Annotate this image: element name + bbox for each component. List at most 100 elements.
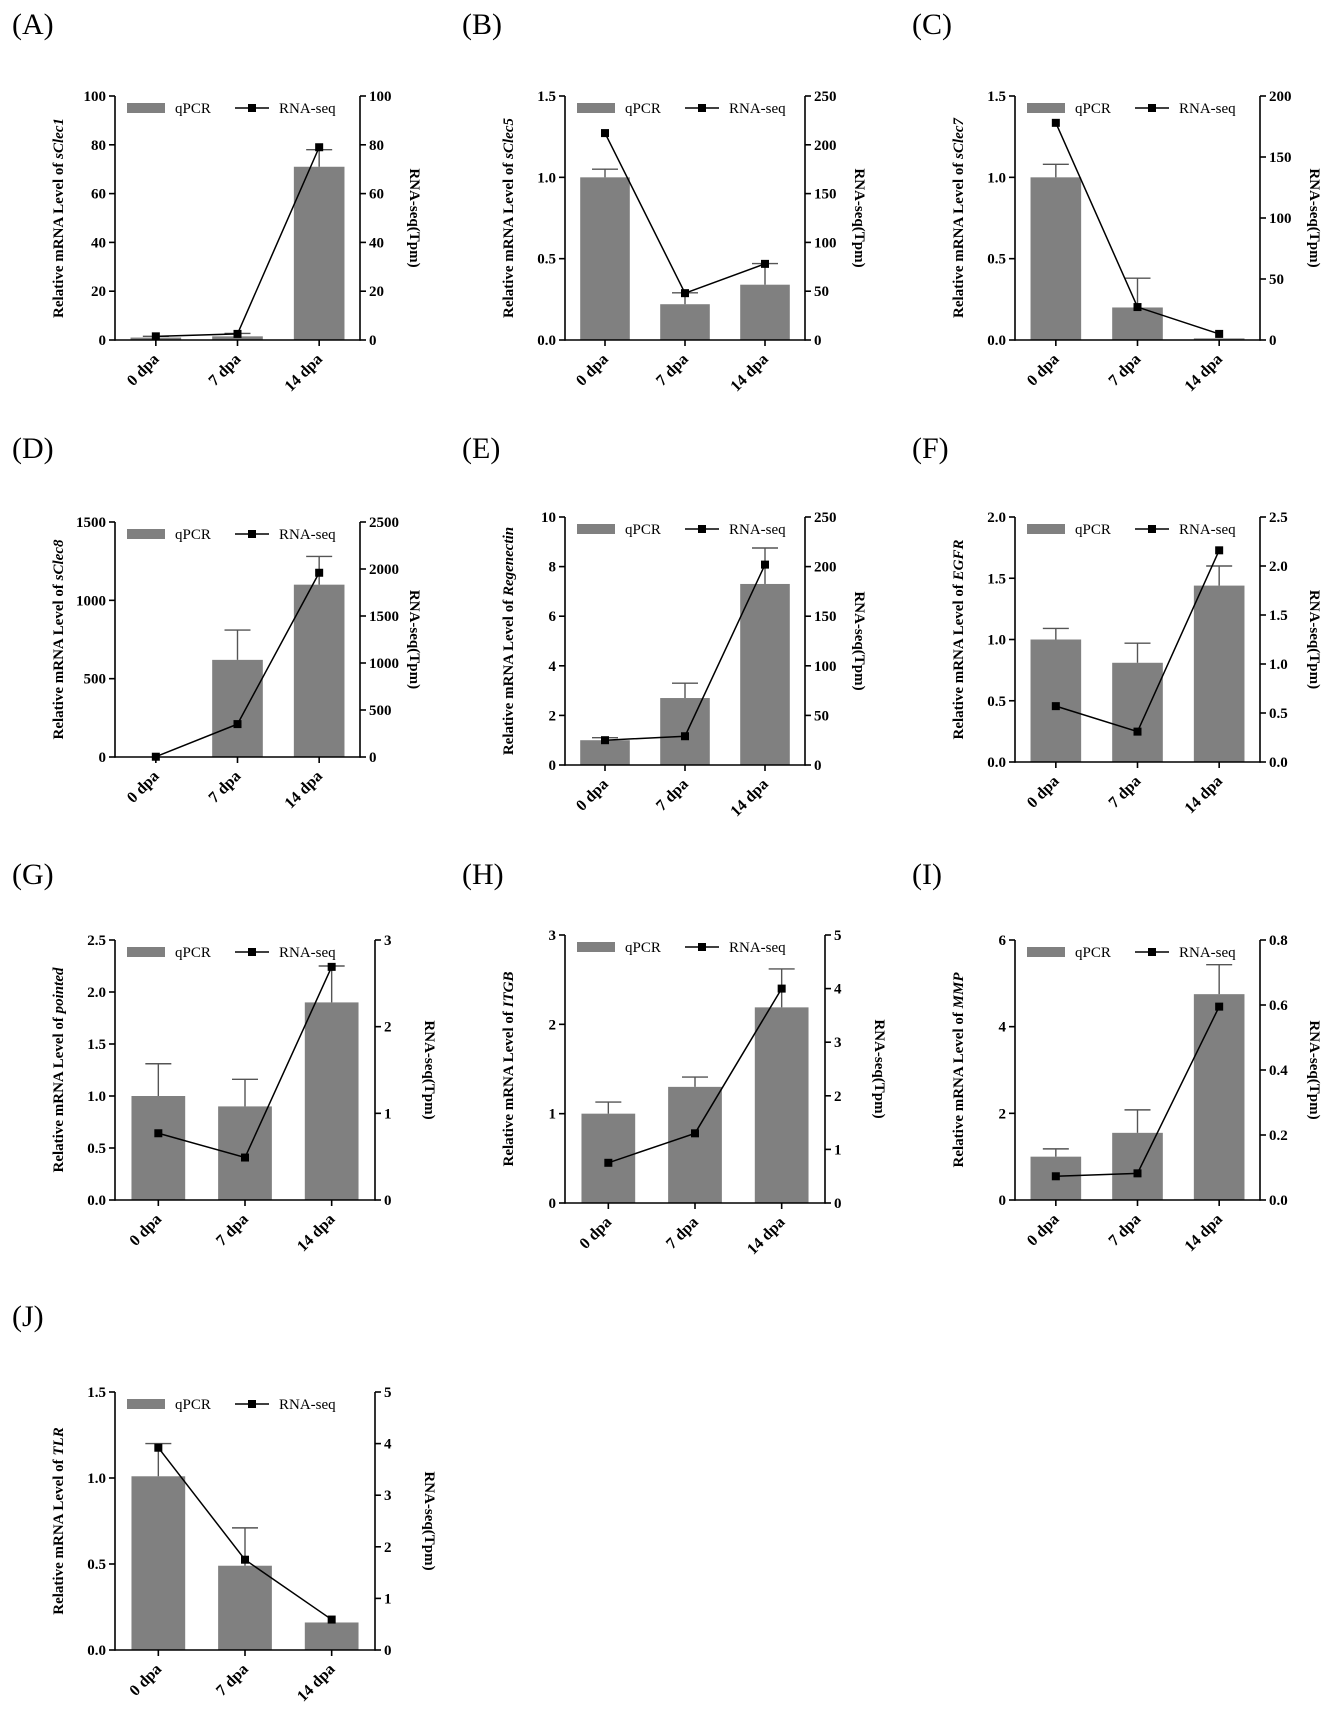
error-bar [1124,1109,1151,1133]
y2-tick-label: 250 [814,510,837,526]
point-rnaseq [681,732,689,741]
bar-qpcr [1193,585,1245,762]
y-tick-label: 1500 [76,515,106,531]
legend-label-rnaseq: RNA-seq [1179,945,1236,961]
bar-qpcr [740,583,790,765]
panel-letter: (F) [912,432,949,465]
bar-qpcr [218,1565,272,1650]
y2-tick-label: 0.4 [1269,1063,1288,1079]
x-category-label: 7 dpa [206,768,245,807]
chart-panel-a: (A) 0 20 40 60 80 100 0 20 40 60 80 100 0 dpa 7 dpa 14 … [12,8,422,395]
y2-tick-label: 0 [1269,333,1277,349]
bar-qpcr [304,1622,359,1650]
point-rnaseq [315,568,324,577]
y-tick-label: 4 [549,659,557,675]
point-rnaseq [241,1555,249,1564]
y-axis-title-gene: sClec8 [51,539,67,581]
error-bar [1042,163,1069,178]
legend-marker-rnaseq [248,1400,256,1408]
legend: qPCR RNA-seq [127,1397,336,1413]
legend-label-qpcr: qPCR [175,1397,211,1413]
x-category-label: 7 dpa [213,1661,252,1700]
bar-qpcr [581,1113,636,1203]
chart-panel-f: (F) 0.0 0.5 1.0 1.5 2.0 0.0 0.5 1.0 1.5 2.0 2.5 0 dp… [912,432,1322,817]
legend-swatch-qpcr [1027,947,1065,957]
legend-label-qpcr: qPCR [1075,522,1111,538]
bar-qpcr [660,698,710,765]
y2-tick-label: 0 [814,758,822,774]
point-rnaseq [1051,702,1060,711]
legend-label-rnaseq: RNA-seq [1179,101,1236,117]
legend: qPCR RNA-seq [1027,522,1236,538]
y-tick-label: 3 [549,928,557,944]
y2-tick-label: 200 [814,138,837,154]
point-rnaseq [761,560,769,569]
y-axis-title-gene: sClec1 [51,118,67,160]
y-tick-label: 0.0 [987,333,1006,349]
point-rnaseq [241,1153,249,1162]
point-rnaseq [681,289,689,298]
legend: qPCR RNA-seq [577,522,786,538]
y-axis-title-prefix: Relative mRNA Level of [951,159,967,318]
x-category-label: 0 dpa [1024,351,1063,390]
chart-panel-c: (C) 0.0 0.5 1.0 1.5 0 50 100 150 200 0 dpa 7 dpa 14 … [912,8,1322,395]
bar-qpcr [580,177,630,340]
legend-swatch-qpcr [577,524,615,534]
y-tick-label: 1.5 [537,89,556,105]
x-category-label: 0 dpa [126,1211,165,1250]
y2-tick-label: 5 [384,1385,392,1401]
error-bar [595,1101,622,1114]
y2-tick-label: 2.0 [1269,559,1288,575]
y2-tick-label: 100 [1269,211,1292,227]
y2-axis-title: RNA-seq(Tpm) [1306,168,1322,267]
chart-panel-d: (D) 0 500 1000 1500 0 500 1000 1500 2000 2500 0 dpa… [12,432,422,812]
legend-marker-rnaseq [1148,948,1156,956]
chart-panel-h: (H) 0 1 2 3 0 1 2 3 4 5 0 dpa 7 dpa 14 dpa Relative mR… [462,858,887,1258]
y-tick-label: 2.0 [87,985,106,1001]
y2-tick-label: 0 [384,1193,392,1209]
panel-letter: (H) [462,858,504,891]
legend-marker-rnaseq [248,948,256,956]
y2-tick-label: 0.2 [1269,1128,1288,1144]
y-tick-label: 500 [84,672,107,688]
y2-axis-title: RNA-seq(Tpm) [421,1020,437,1119]
point-rnaseq [233,720,242,729]
y2-tick-label: 0 [814,333,822,349]
y-axis-title-prefix: Relative mRNA Level of [51,159,67,318]
y-axis-title: Relative mRNA Level of ITGB [501,972,517,1167]
y2-tick-label: 0 [369,750,377,766]
x-category-label: 7 dpa [663,1214,702,1253]
x-category-label: 14 dpa [282,351,326,395]
legend-label-rnaseq: RNA-seq [729,101,786,117]
y2-tick-label: 1.0 [1269,657,1288,673]
x-category-label: 0 dpa [573,776,612,815]
y-axis-title-gene: Regenectin [501,527,517,597]
y-tick-label: 0.5 [87,1557,106,1573]
y2-tick-label: 80 [369,138,384,154]
y2-tick-label: 1500 [369,609,399,625]
y2-tick-label: 2 [384,1540,392,1556]
x-category-label: 14 dpa [727,776,771,820]
bar-qpcr [1193,994,1245,1200]
legend: qPCR RNA-seq [127,945,336,961]
y-axis-title-prefix: Relative mRNA Level of [51,1456,67,1615]
x-category-label: 14 dpa [727,351,771,395]
point-rnaseq [233,329,242,338]
legend-swatch-qpcr [127,529,165,539]
legend-swatch-qpcr [127,103,165,113]
y2-tick-label: 1 [384,1591,392,1607]
legend-label-rnaseq: RNA-seq [1179,522,1236,538]
y-tick-label: 0 [549,758,557,774]
bar-qpcr [580,740,630,765]
legend-label-qpcr: qPCR [175,527,211,543]
legend-label-rnaseq: RNA-seq [279,527,336,543]
y-axis-title: Relative mRNA Level of sClec5 [501,118,517,318]
legend-label-qpcr: qPCR [175,945,211,961]
point-rnaseq [1215,329,1224,338]
y2-tick-label: 1.5 [1269,608,1288,624]
bar-qpcr [1030,177,1082,340]
y-tick-label: 0 [99,750,107,766]
legend: qPCR RNA-seq [577,940,786,956]
x-category-label: 0 dpa [124,351,163,390]
y2-tick-label: 100 [814,235,837,251]
